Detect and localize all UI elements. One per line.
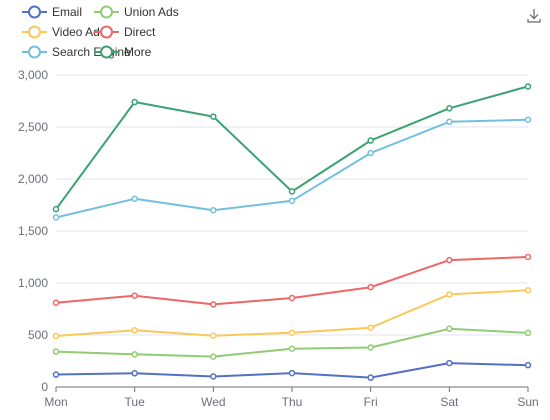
data-point[interactable]: [446, 118, 453, 126]
legend-item[interactable]: Direct: [94, 25, 156, 39]
data-point[interactable]: [524, 329, 532, 337]
data-point[interactable]: [210, 353, 217, 360]
data-point[interactable]: [210, 301, 217, 308]
data-point[interactable]: [367, 283, 374, 291]
data-point[interactable]: [288, 294, 296, 302]
legend-item[interactable]: More: [94, 45, 152, 59]
x-tick-label: Tue: [125, 395, 146, 409]
data-point[interactable]: [131, 370, 138, 377]
legend-label: Email: [52, 5, 82, 19]
series-video-ads: [52, 287, 532, 340]
data-point[interactable]: [446, 291, 453, 298]
data-point[interactable]: [446, 256, 453, 264]
legend-symbol: [28, 5, 41, 19]
legend-label: Video Ads: [52, 25, 106, 39]
data-point[interactable]: [288, 345, 296, 352]
data-point[interactable]: [446, 325, 453, 333]
data-point[interactable]: [288, 369, 296, 377]
data-point[interactable]: [210, 113, 217, 120]
data-point[interactable]: [524, 253, 532, 261]
data-point[interactable]: [131, 292, 138, 299]
data-point[interactable]: [367, 374, 374, 381]
legend-symbol: [100, 45, 113, 59]
series-email: [52, 359, 532, 381]
legend-item[interactable]: Union Ads: [94, 5, 179, 19]
data-point[interactable]: [52, 214, 60, 221]
legend-label: Search Engine: [52, 45, 131, 59]
data-point[interactable]: [210, 206, 217, 214]
series-more: [52, 83, 532, 213]
series-search-engine: [52, 116, 532, 221]
data-point[interactable]: [131, 195, 138, 203]
legend-symbol: [100, 5, 113, 19]
x-tick-label: Wed: [201, 395, 225, 409]
data-point[interactable]: [524, 361, 532, 369]
y-tick-label: 500: [28, 328, 48, 342]
data-point[interactable]: [367, 324, 374, 331]
data-point[interactable]: [288, 329, 296, 336]
series-group: [52, 83, 532, 381]
data-point[interactable]: [131, 351, 138, 358]
data-point[interactable]: [52, 205, 60, 213]
legend: Email Union Ads Video Ads Direct Search Engi…: [22, 5, 179, 59]
data-point[interactable]: [446, 105, 453, 112]
data-point[interactable]: [446, 359, 453, 367]
data-point[interactable]: [288, 197, 296, 205]
data-point[interactable]: [210, 332, 217, 339]
y-tick-label: 1,000: [18, 276, 48, 290]
y-tick-label: 0: [41, 380, 48, 394]
legend-symbol: [100, 25, 113, 39]
y-tick-label: 2,000: [18, 172, 48, 186]
data-point[interactable]: [367, 137, 374, 144]
legend-symbol: [28, 45, 41, 59]
legend-item[interactable]: Video Ads: [22, 25, 106, 39]
toolbox: [527, 9, 541, 23]
legend-item[interactable]: Email: [22, 5, 82, 19]
y-tick-label: 2,500: [18, 120, 48, 134]
legend-symbol: [28, 25, 41, 39]
data-point[interactable]: [52, 299, 60, 307]
grid: [56, 74, 528, 336]
x-tick-label: Sun: [517, 395, 538, 409]
data-point[interactable]: [52, 348, 60, 355]
legend-label: More: [124, 45, 152, 59]
axes: 0 500 1,000 1,500 2,000 2,500 3,000 Mon Tue Wed Th…: [18, 68, 539, 409]
data-point[interactable]: [210, 373, 217, 380]
series-union-ads: [52, 325, 532, 360]
data-point[interactable]: [367, 149, 374, 157]
legend-label: Direct: [124, 25, 156, 39]
y-tick-label: 3,000: [18, 68, 48, 82]
series-direct: [52, 253, 532, 308]
x-tick-label: Thu: [282, 395, 303, 409]
x-tick-label: Mon: [44, 395, 67, 409]
data-point[interactable]: [524, 116, 532, 123]
data-point[interactable]: [52, 332, 60, 340]
data-point[interactable]: [288, 188, 296, 195]
y-tick-label: 1,500: [18, 224, 48, 238]
data-point[interactable]: [52, 371, 60, 378]
legend-label: Union Ads: [124, 5, 179, 19]
x-tick-label: Fri: [364, 395, 378, 409]
data-point[interactable]: [131, 98, 138, 106]
x-tick-label: Sat: [440, 395, 459, 409]
data-point[interactable]: [131, 326, 138, 334]
data-point[interactable]: [524, 83, 532, 90]
download-icon[interactable]: [527, 9, 541, 23]
data-point[interactable]: [367, 344, 374, 351]
data-point[interactable]: [524, 287, 532, 294]
